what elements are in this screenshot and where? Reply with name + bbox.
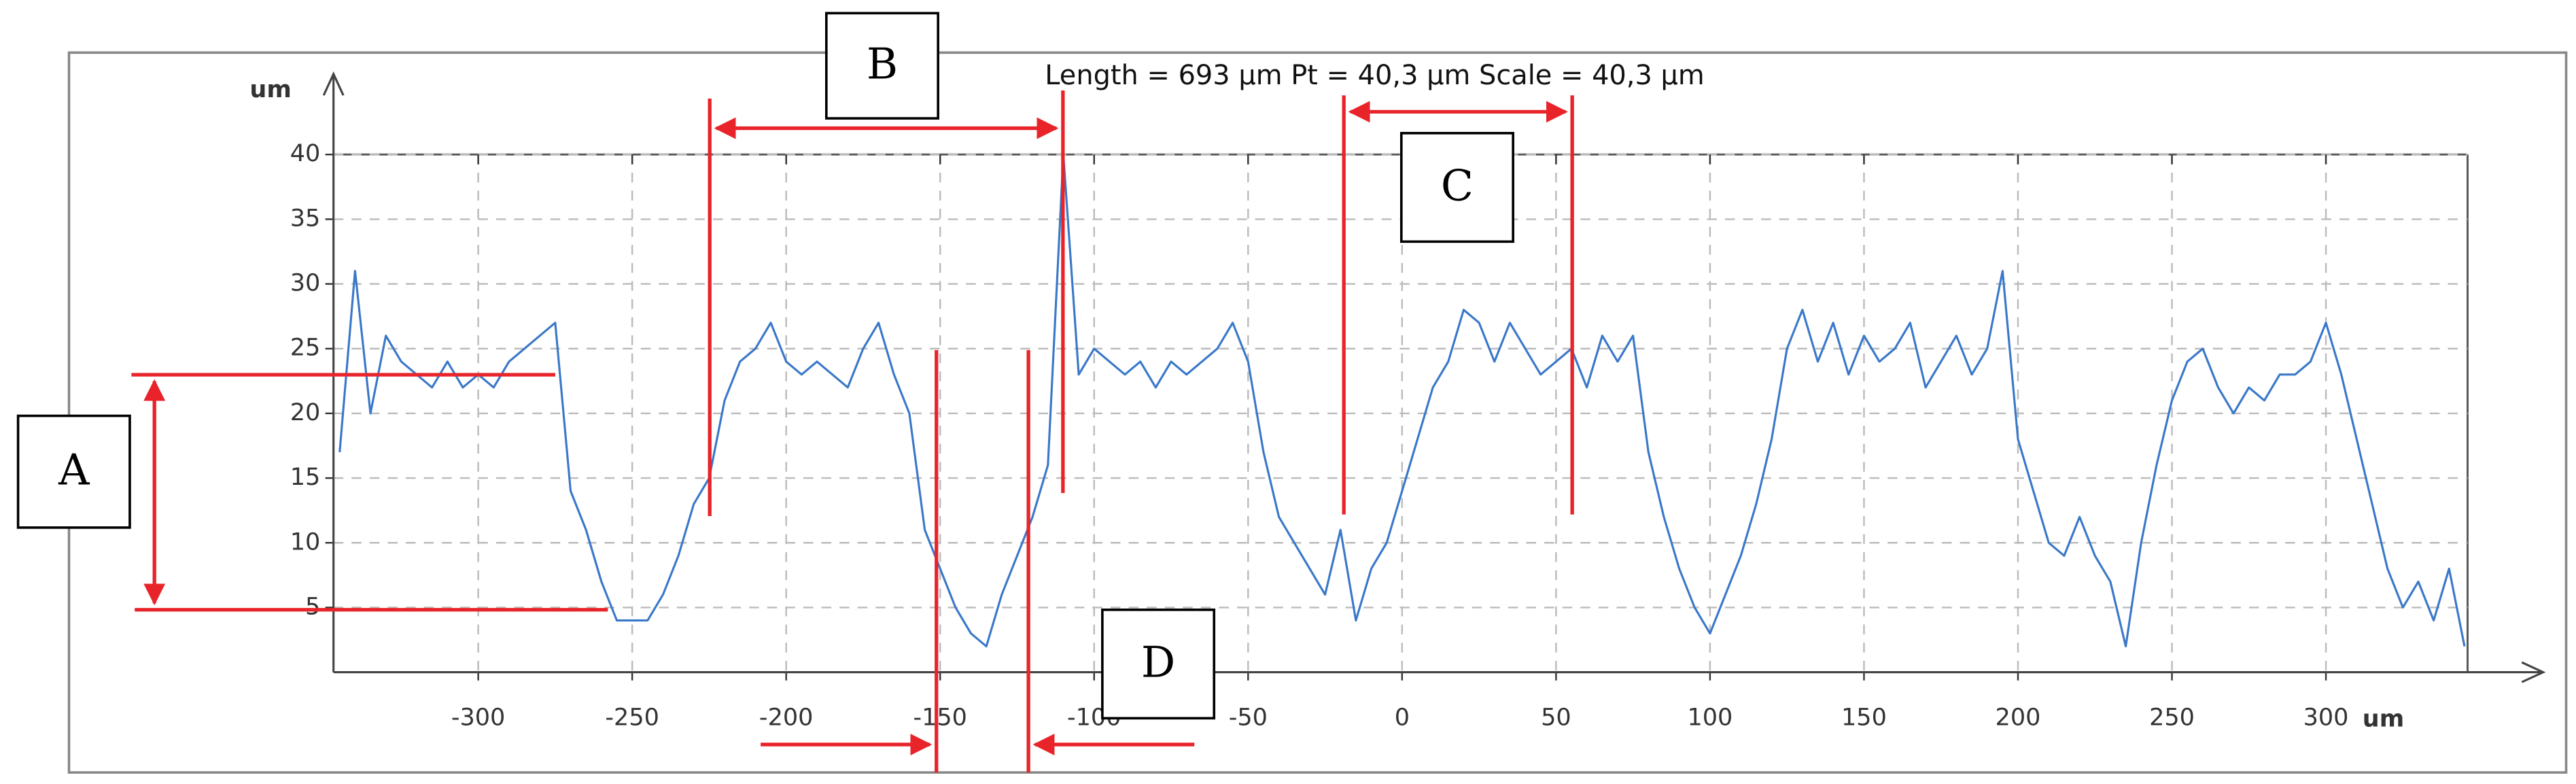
annotations: A B C D [16,12,1574,773]
marker-label: B [867,39,898,89]
y-tick-label: 20 [290,398,321,426]
frame [67,51,2568,774]
x-tick-label: 0 [1395,703,1410,731]
x-tick-label: -50 [1229,703,1268,731]
x-tick-label: 150 [1841,703,1887,731]
y-tick-label: 10 [290,528,321,556]
x-tick-label: 50 [1541,703,1571,731]
x-axis [333,661,2546,683]
marker-label: A [58,445,90,495]
x-tick-label: 200 [1996,703,2041,731]
marker-label: D [1141,637,1175,687]
x-axis-label: um [2363,705,2404,733]
x-tick-label: 100 [1687,703,1733,731]
y-tick-label: 25 [290,334,321,362]
y-tick-label: 30 [290,269,321,297]
x-tick-label: -250 [605,703,659,731]
profile-line [338,153,2466,648]
chart-title: Length = 693 µm Pt = 40,3 µm Scale = 40,… [1045,60,1704,91]
y-axis-label: um [249,75,291,103]
marker-box [16,414,131,529]
y-tick-label: 35 [290,204,321,232]
x-tick-label: -200 [759,703,814,731]
marker-label: C [1441,160,1474,210]
x-tick-label: 300 [2303,703,2349,731]
x-tick-label: -300 [451,703,506,731]
y-tick-label: 5 [305,592,320,620]
y-tick-label: 40 [290,139,321,167]
marker-box [824,12,939,120]
y-tick-label: 15 [290,463,321,491]
x-tick-label: -150 [913,703,967,731]
marker-box [1399,131,1514,243]
x-tick-label: 250 [2149,703,2195,731]
marker-box [1101,608,1216,720]
